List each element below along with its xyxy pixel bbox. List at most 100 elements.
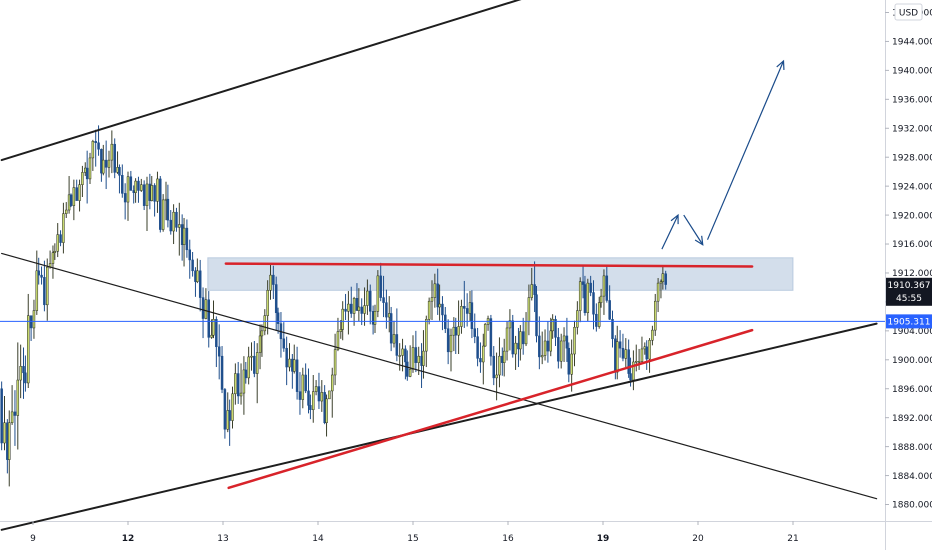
support-trend-line[interactable] xyxy=(227,328,754,490)
x-tick-label: 15 xyxy=(407,534,418,544)
candle xyxy=(16,342,20,450)
candle xyxy=(627,339,630,378)
candle xyxy=(150,176,153,202)
candle xyxy=(514,335,517,370)
last-price-badge: 1910.367 45:55 xyxy=(886,277,932,306)
candle xyxy=(175,207,178,232)
candle xyxy=(398,343,401,371)
candle xyxy=(72,179,76,221)
currency-badge[interactable]: USD xyxy=(894,3,923,21)
candle xyxy=(185,219,189,258)
candle xyxy=(385,289,388,329)
candle xyxy=(228,399,231,446)
channel-upper-line[interactable] xyxy=(0,0,600,162)
y-tick-label: 1892.000 xyxy=(892,414,932,424)
candle xyxy=(414,330,418,373)
candle xyxy=(102,144,105,176)
candle xyxy=(595,303,598,332)
candle xyxy=(56,223,59,258)
candle xyxy=(215,316,218,368)
candle xyxy=(433,273,437,308)
candle xyxy=(586,278,590,322)
candle xyxy=(482,333,485,385)
candle xyxy=(605,265,609,303)
candle xyxy=(406,350,409,381)
candle xyxy=(438,284,441,321)
candle xyxy=(436,268,439,315)
candle xyxy=(621,333,625,362)
price-axis[interactable]: 1948.0001944.0001940.0001936.0001932.000… xyxy=(885,9,932,511)
candle xyxy=(46,258,49,321)
candle xyxy=(260,324,264,357)
candle xyxy=(463,280,466,328)
candle xyxy=(559,333,563,369)
candle xyxy=(137,176,140,203)
x-tick-label: 9 xyxy=(30,534,36,544)
candle xyxy=(19,344,22,399)
resistance-zone[interactable] xyxy=(207,257,794,291)
candle xyxy=(178,202,181,256)
candle xyxy=(640,336,644,364)
candle xyxy=(533,261,536,313)
candle xyxy=(492,346,495,386)
candle xyxy=(376,270,380,318)
plot-area[interactable] xyxy=(0,0,885,521)
time-axis[interactable]: 9 12 13 14 15 16 19 20 21 xyxy=(30,521,799,544)
y-tick-label: 1900.000 xyxy=(892,356,932,366)
descending-trend-line[interactable] xyxy=(1,252,878,500)
candle xyxy=(392,320,396,348)
candle xyxy=(546,321,550,363)
candle xyxy=(357,288,361,322)
candle xyxy=(651,325,654,346)
candle xyxy=(123,183,127,220)
candle xyxy=(336,317,340,352)
candle xyxy=(656,278,660,313)
candle xyxy=(637,348,641,370)
candle xyxy=(648,338,651,373)
resistance-line[interactable] xyxy=(224,262,754,268)
candle xyxy=(134,178,137,203)
candle xyxy=(81,165,84,197)
y-tick-label: 1888.000 xyxy=(892,443,932,453)
candle xyxy=(505,321,509,361)
candle xyxy=(339,320,343,339)
candle xyxy=(373,304,377,334)
candle xyxy=(489,314,493,366)
projection-arrow[interactable] xyxy=(683,214,704,246)
candle xyxy=(145,176,149,232)
candle xyxy=(172,204,175,245)
candle xyxy=(379,262,382,302)
candle xyxy=(350,286,353,318)
y-tick-label: 1904.000 xyxy=(892,327,932,337)
candle xyxy=(212,300,215,339)
candle xyxy=(341,301,344,341)
candle xyxy=(65,202,68,218)
y-tick-label: 1880.000 xyxy=(892,501,932,511)
candle xyxy=(59,230,62,247)
candle xyxy=(244,361,248,384)
candles-layer xyxy=(0,125,667,487)
candle xyxy=(479,342,482,373)
channel-lower-line[interactable] xyxy=(0,322,878,531)
projection-arrow[interactable] xyxy=(706,59,785,240)
candle xyxy=(366,279,369,315)
candle xyxy=(301,367,305,409)
candle xyxy=(502,338,506,377)
candle xyxy=(153,183,156,217)
candle xyxy=(27,293,30,389)
y-tick-label: 1924.000 xyxy=(892,182,932,192)
candle xyxy=(272,265,275,300)
candle xyxy=(535,285,538,343)
candle xyxy=(110,130,114,174)
candle xyxy=(231,386,234,429)
y-tick-label: 1920.000 xyxy=(892,211,932,221)
horizontal-line-price-badge: 1905.311 xyxy=(886,314,932,329)
candle xyxy=(441,296,444,331)
candle xyxy=(602,269,606,315)
candle xyxy=(196,258,199,284)
candle xyxy=(404,345,407,380)
projection-arrow[interactable] xyxy=(661,213,679,250)
resistance-zone-layer xyxy=(207,257,794,291)
